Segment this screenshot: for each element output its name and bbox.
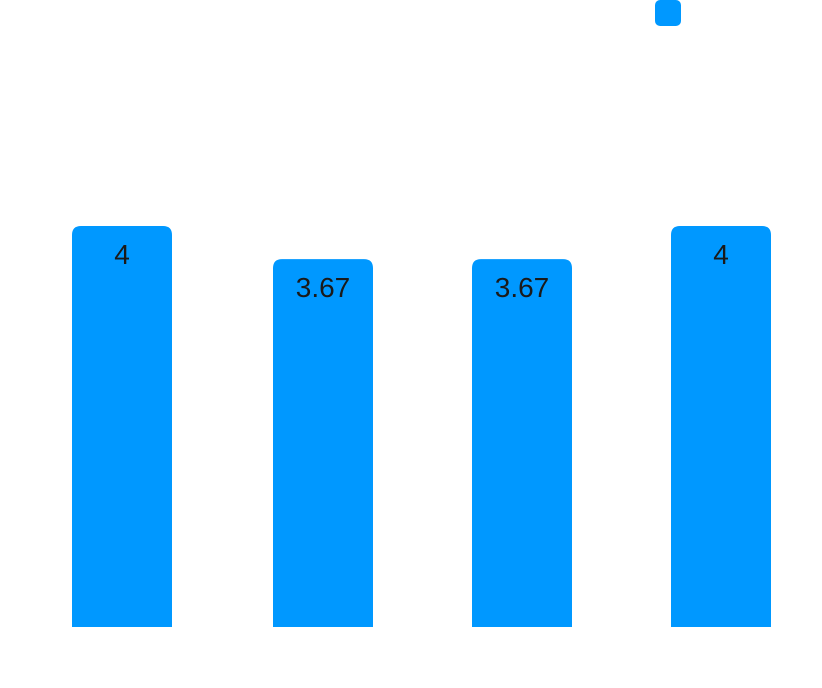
legend [655, 0, 681, 26]
bar-4 [671, 226, 771, 627]
legend-swatch [655, 0, 681, 26]
value-label-1: 4 [114, 239, 130, 270]
bars-group [72, 226, 771, 627]
value-labels-group: 4 3.67 3.67 4 [114, 239, 729, 303]
bar-3 [472, 259, 572, 627]
bar-1 [72, 226, 172, 627]
bar-2 [273, 259, 373, 627]
value-label-3: 3.67 [495, 272, 550, 303]
value-label-4: 4 [713, 239, 729, 270]
value-label-2: 3.67 [296, 272, 351, 303]
